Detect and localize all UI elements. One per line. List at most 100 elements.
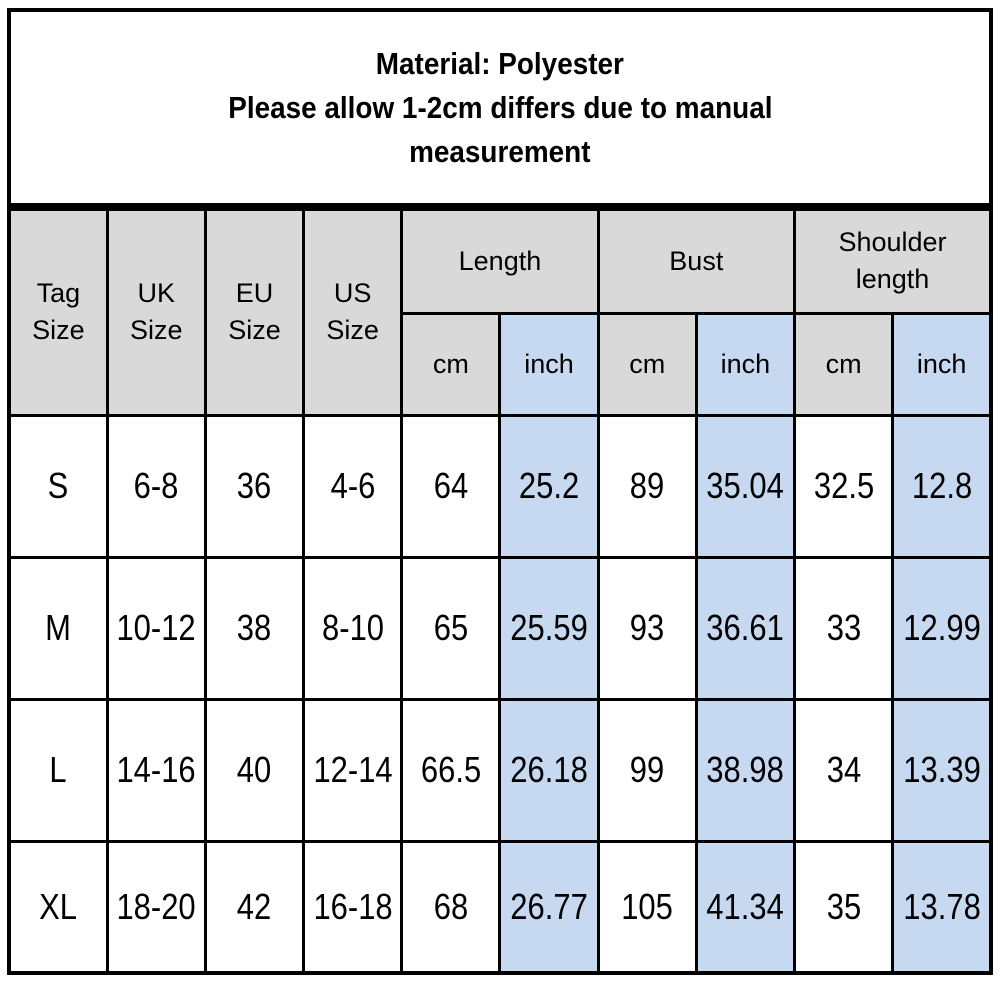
cell-tag-size-value: XL: [39, 885, 78, 927]
table-row-s: S 6-8 36 4-6 64 25.2 89 35.04 32.5 12.8: [7, 413, 993, 559]
note-line-material: Material: Polyester: [375, 45, 625, 81]
cell-us-size: 8-10: [302, 555, 404, 701]
cell-uk-size: 14-16: [105, 697, 207, 843]
cell-uk-size-value: 6-8: [133, 465, 179, 506]
col-group-shoulder-length-line2: length: [855, 264, 930, 295]
col-group-shoulder-length-line1: Shoulder: [838, 227, 947, 258]
col-header-us-size: US Size: [302, 207, 404, 417]
cell-length-inch: 26.18: [498, 697, 600, 843]
cell-length-inch-value: 25.59: [510, 607, 588, 648]
col-header-uk-size: UK Size: [105, 207, 207, 417]
cell-uk-size-value: 10-12: [116, 607, 196, 648]
cell-length-cm: 64: [400, 413, 502, 559]
cell-bust-cm: 93: [596, 555, 698, 701]
cell-tag-size: L: [7, 697, 109, 843]
cell-bust-inch: 41.34: [694, 839, 797, 975]
cell-uk-size: 10-12: [105, 555, 207, 701]
cell-uk-size: 6-8: [105, 413, 207, 559]
cell-us-size: 16-18: [302, 839, 404, 975]
cell-shoulder-cm-value: 35: [826, 885, 861, 927]
col-header-eu-size-line1: EU: [235, 278, 274, 309]
cell-us-size: 12-14: [302, 697, 404, 843]
note-line-tolerance-2: measurement: [409, 133, 591, 169]
unit-header-shoulder-cm: cm: [792, 311, 895, 417]
cell-tag-size: M: [7, 555, 109, 701]
cell-uk-size: 18-20: [105, 839, 207, 975]
cell-bust-cm: 89: [596, 413, 698, 559]
material-note-box: Material: Polyester Please allow 1-2cm d…: [7, 8, 993, 207]
cell-eu-size: 42: [203, 839, 306, 975]
cell-shoulder-inch: 12.8: [891, 413, 993, 559]
col-header-us-size-line1: US: [333, 278, 372, 309]
cell-length-inch: 25.59: [498, 555, 600, 701]
note-line-tolerance-1: Please allow 1-2cm differs due to manual: [227, 89, 773, 125]
cell-length-inch: 25.2: [498, 413, 600, 559]
cell-length-cm-value: 68: [433, 885, 469, 927]
cell-length-inch-value: 25.2: [518, 465, 580, 506]
col-header-eu-size-line2: Size: [228, 315, 281, 346]
cell-shoulder-cm-value: 32.5: [813, 465, 874, 506]
cell-shoulder-inch-value: 12.8: [911, 465, 972, 506]
cell-shoulder-cm-value: 33: [826, 607, 861, 648]
cell-length-cm-value: 65: [433, 607, 469, 648]
cell-eu-size-value: 42: [237, 885, 272, 927]
cell-length-cm-value: 64: [433, 465, 469, 506]
cell-uk-size-value: 18-20: [116, 885, 196, 927]
cell-length-cm: 66.5: [400, 697, 502, 843]
cell-length-cm: 65: [400, 555, 502, 701]
cell-tag-size: S: [7, 413, 109, 559]
cell-length-inch-value: 26.77: [510, 885, 588, 927]
cell-eu-size-value: 36: [237, 465, 272, 506]
cell-us-size: 4-6: [302, 413, 404, 559]
cell-tag-size-value: M: [45, 607, 72, 648]
cell-us-size-value: 16-18: [313, 885, 393, 927]
col-group-shoulder-length: Shoulder length: [793, 207, 993, 315]
unit-header-length-cm: cm: [400, 311, 502, 417]
cell-bust-cm-value: 93: [629, 607, 665, 648]
cell-bust-cm: 99: [596, 697, 698, 843]
col-header-tag-size-line1: Tag: [36, 278, 81, 309]
col-group-length: Length: [400, 207, 600, 315]
cell-eu-size-value: 38: [237, 607, 272, 648]
col-header-tag-size-line2: Size: [32, 315, 85, 346]
col-header-eu-size: EU Size: [203, 207, 306, 417]
cell-shoulder-cm: 34: [792, 697, 895, 843]
cell-eu-size: 36: [203, 413, 306, 559]
cell-shoulder-cm-value: 34: [826, 749, 861, 790]
cell-bust-inch-value: 35.04: [706, 465, 785, 506]
cell-shoulder-cm: 35: [792, 839, 895, 975]
col-group-bust: Bust: [596, 207, 797, 315]
cell-bust-inch-value: 41.34: [706, 885, 785, 927]
cell-shoulder-inch-value: 13.39: [902, 749, 981, 790]
col-group-bust-line1: Bust: [669, 245, 724, 276]
cell-shoulder-inch: 13.78: [891, 839, 993, 975]
cell-bust-inch-value: 36.61: [706, 607, 785, 648]
cell-bust-inch: 38.98: [694, 697, 797, 843]
cell-length-inch: 26.77: [498, 839, 600, 975]
col-group-length-line1: Length: [458, 245, 542, 276]
cell-length-cm-value: 66.5: [420, 749, 481, 790]
cell-shoulder-inch-value: 13.78: [902, 885, 981, 927]
cell-length-cm: 68: [400, 839, 502, 975]
cell-bust-inch: 35.04: [694, 413, 797, 559]
header-row-units: cm inch cm inch cm inch: [9, 311, 993, 417]
unit-header-bust-cm: cm: [596, 311, 698, 417]
col-header-us-size-line2: Size: [326, 315, 379, 346]
unit-header-length-inch: inch: [498, 311, 600, 417]
col-header-tag-size: Tag Size: [7, 207, 109, 417]
size-chart-table: Tag Size UK Size EU Size US Size Length: [7, 207, 993, 975]
cell-bust-cm-value: 105: [621, 885, 674, 927]
cell-shoulder-cm: 32.5: [792, 413, 895, 559]
cell-bust-cm-value: 99: [629, 749, 665, 790]
cell-bust-inch-value: 38.98: [706, 749, 785, 790]
cell-tag-size: XL: [7, 839, 109, 975]
cell-tag-size-value: L: [49, 749, 67, 790]
cell-bust-inch: 36.61: [694, 555, 797, 701]
table-row-m: M 10-12 38 8-10 65 25.59 93 36.61 33 12.…: [7, 555, 993, 701]
cell-shoulder-cm: 33: [792, 555, 895, 701]
cell-eu-size: 40: [203, 697, 306, 843]
cell-shoulder-inch-value: 12.99: [902, 607, 981, 648]
cell-bust-cm-value: 89: [629, 465, 665, 506]
cell-uk-size-value: 14-16: [116, 749, 196, 790]
